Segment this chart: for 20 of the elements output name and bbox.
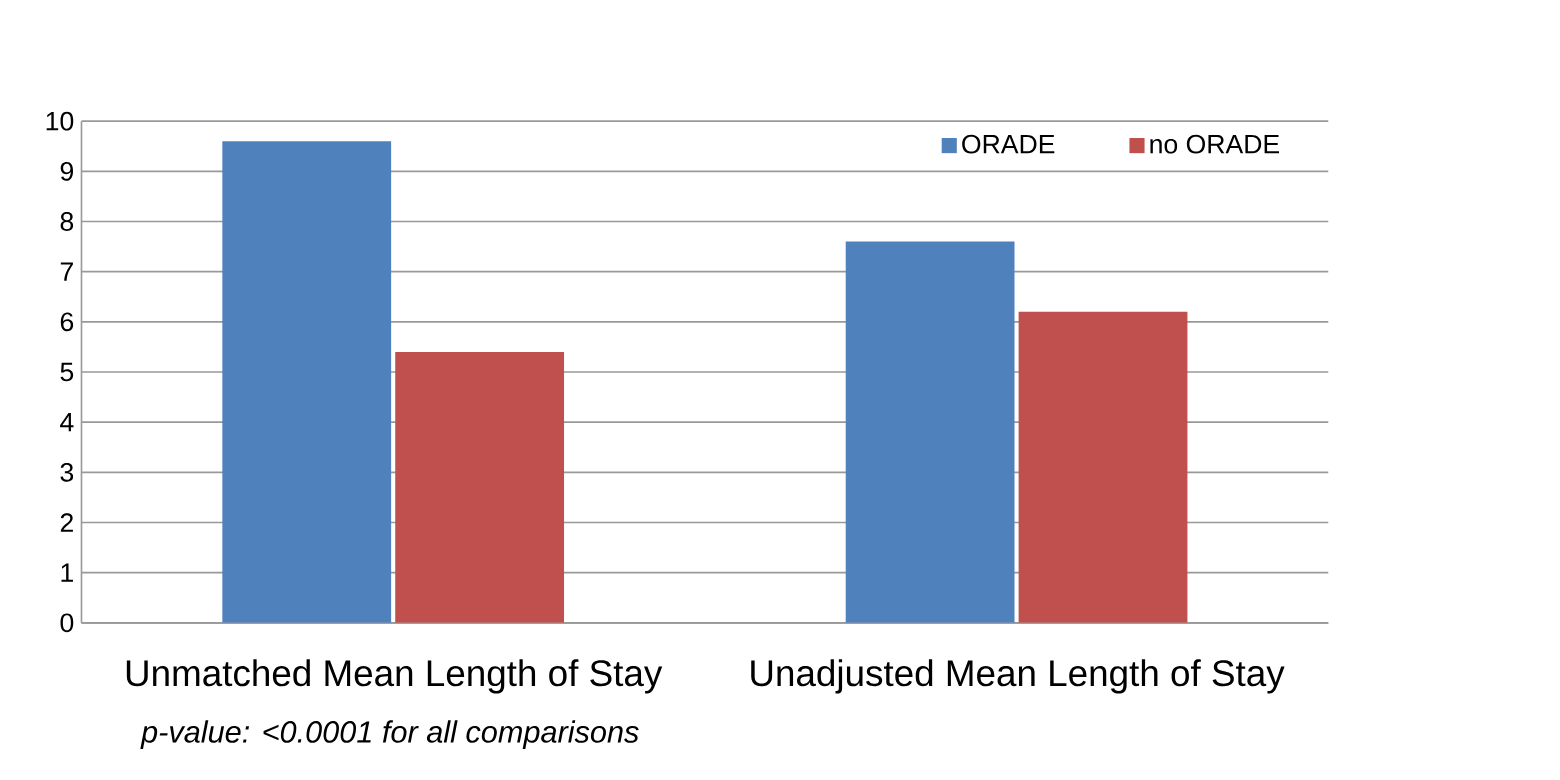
bar [1018, 311, 1188, 623]
bar [395, 351, 565, 623]
text: p-value: <0.0001 for all comparisons [140, 720, 639, 749]
y-tick-label: 1 [61, 563, 73, 582]
bar [222, 141, 392, 623]
y-tick-label: 4 [60, 413, 74, 432]
y-tick-label: 3 [60, 462, 74, 482]
y-tick-label: 10 [46, 111, 74, 131]
legend-label: ORADE [962, 134, 1055, 154]
y-tick-label: 8 [60, 212, 74, 231]
x-tick-label: Unmatched Mean Length of Stay [126, 659, 663, 694]
y-tick-label: 9 [60, 161, 74, 181]
bar [845, 241, 1015, 623]
y-tick-label: 7 [60, 262, 73, 281]
legend-label: no ORADE [1150, 134, 1280, 154]
y-tick-label: 6 [60, 312, 74, 332]
x-tick-label: Unadjusted Mean Length of Stay [751, 659, 1285, 694]
y-tick-label: 5 [60, 362, 74, 382]
y-tick-label: 2 [60, 513, 73, 532]
y-tick-label: 0 [60, 613, 74, 633]
